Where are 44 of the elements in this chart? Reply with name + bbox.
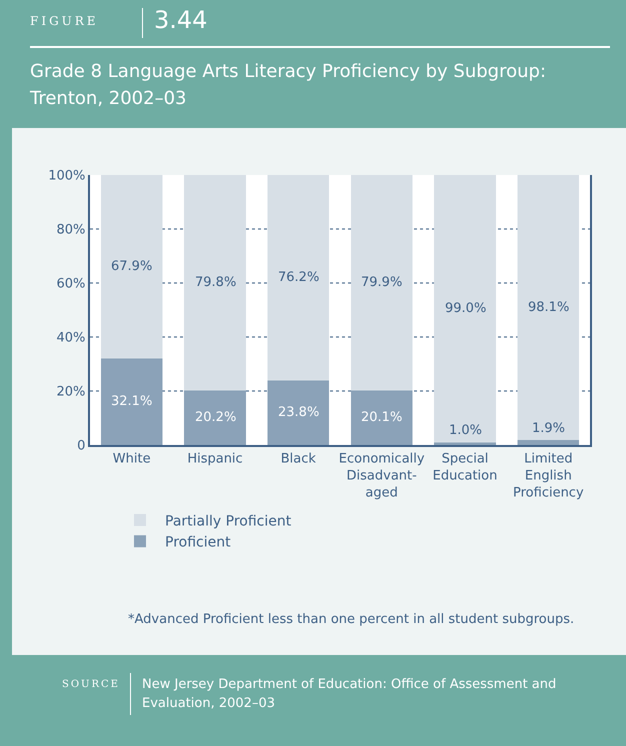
data-label: 79.9% xyxy=(361,275,402,290)
data-label: 1.9% xyxy=(532,421,566,436)
bar xyxy=(350,390,412,445)
data-label: 76.2% xyxy=(278,270,320,285)
x-tick-label: White xyxy=(112,452,151,467)
data-label: 67.9% xyxy=(111,259,152,274)
text: New Jersey Department of Education: Office of Assessment and Evaluation, 2002–03 xyxy=(142,676,558,713)
bar xyxy=(518,440,580,445)
bar xyxy=(268,380,330,445)
y-tick-label: 20% xyxy=(56,384,86,400)
legend-label: Partially Proficient xyxy=(165,513,292,530)
data-label: 20.1% xyxy=(361,410,402,425)
legend-label: Proficient xyxy=(165,534,232,551)
y-tick-label: 40% xyxy=(56,330,86,346)
text: *Advanced Proficient less than one percent in all student subgroups. xyxy=(128,612,574,627)
text: 3.44 xyxy=(154,6,208,34)
bar xyxy=(184,390,246,445)
bar xyxy=(184,175,246,390)
x-tick-label: Economically Disadvant- aged xyxy=(338,452,425,500)
x-tick-label: Black xyxy=(280,452,316,467)
chart-title: Grade 8 Language Arts Literacy Proficiency by Subgroup: Trenton, 2002–03 xyxy=(30,60,548,111)
bar xyxy=(518,175,580,440)
y-tick-label: 0 xyxy=(77,438,86,454)
text: FIGURE xyxy=(30,14,99,28)
bar xyxy=(100,358,162,445)
x-tick-label: Hispanic xyxy=(187,452,243,467)
y-tick-label: 60% xyxy=(56,276,86,292)
data-label: 32.1% xyxy=(111,394,152,409)
data-label: 99.0% xyxy=(445,301,486,316)
x-tick-label: Special Education xyxy=(432,452,498,484)
bar xyxy=(100,175,162,358)
data-label: 20.2% xyxy=(195,410,236,425)
data-label: 79.8% xyxy=(195,275,236,290)
data-label: 98.1% xyxy=(528,300,570,315)
bar xyxy=(268,175,330,381)
x-tick-label: Limited English Proficiency xyxy=(513,452,584,500)
text: SOURCE xyxy=(62,679,120,690)
bar xyxy=(434,175,496,442)
data-label: 1.0% xyxy=(449,423,482,438)
y-tick-label: 100% xyxy=(48,168,86,184)
data-label: 23.8% xyxy=(278,405,320,420)
bar xyxy=(350,175,412,391)
bar xyxy=(434,442,496,445)
y-tick-label: 80% xyxy=(56,222,86,238)
